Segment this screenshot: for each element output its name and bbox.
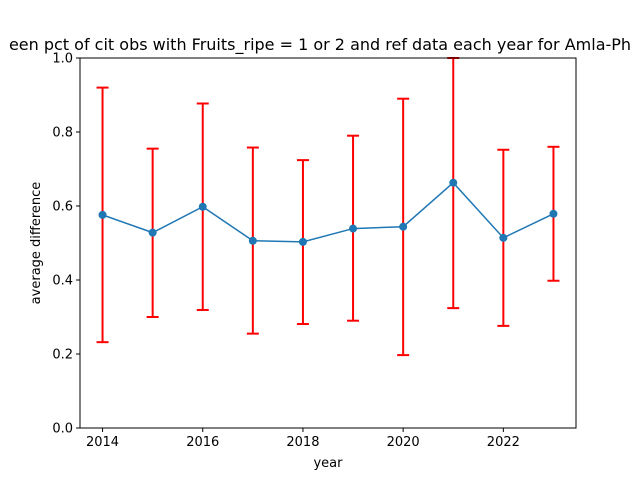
data-point bbox=[298, 237, 307, 246]
y-tick-label: 0.6 bbox=[52, 200, 73, 215]
series-line bbox=[102, 181, 554, 243]
chart-title: een pct of cit obs with Fruits_ripe = 1 … bbox=[9, 35, 631, 55]
x-tick-label: 2014 bbox=[86, 435, 119, 450]
data-point bbox=[549, 209, 558, 218]
data-point bbox=[98, 210, 107, 219]
y-tick-label: 0.0 bbox=[52, 422, 73, 437]
y-axis-label: average difference bbox=[29, 182, 44, 305]
data-point bbox=[499, 233, 508, 242]
data-point bbox=[198, 202, 207, 211]
x-tick-label: 2020 bbox=[387, 435, 420, 450]
data-point bbox=[449, 178, 458, 187]
x-tick-label: 2018 bbox=[286, 435, 319, 450]
data-point bbox=[349, 224, 358, 233]
y-tick-label: 0.4 bbox=[52, 274, 73, 289]
x-tick-label: 2022 bbox=[487, 435, 520, 450]
y-tick-label: 0.8 bbox=[52, 126, 73, 141]
axis-ticks: 2014 2016 2018 2020 2022 0.0 0.2 0.4 0.6 0.8 1.0 bbox=[52, 52, 520, 451]
y-tick-label: 0.2 bbox=[52, 348, 73, 363]
data-point bbox=[399, 222, 408, 231]
data-point bbox=[248, 236, 257, 245]
plot-area-frame bbox=[79, 57, 577, 429]
x-tick-label: 2016 bbox=[186, 435, 219, 450]
x-axis-label: year bbox=[313, 456, 343, 471]
y-tick-label: 1.0 bbox=[52, 52, 73, 67]
data-point bbox=[148, 228, 157, 237]
